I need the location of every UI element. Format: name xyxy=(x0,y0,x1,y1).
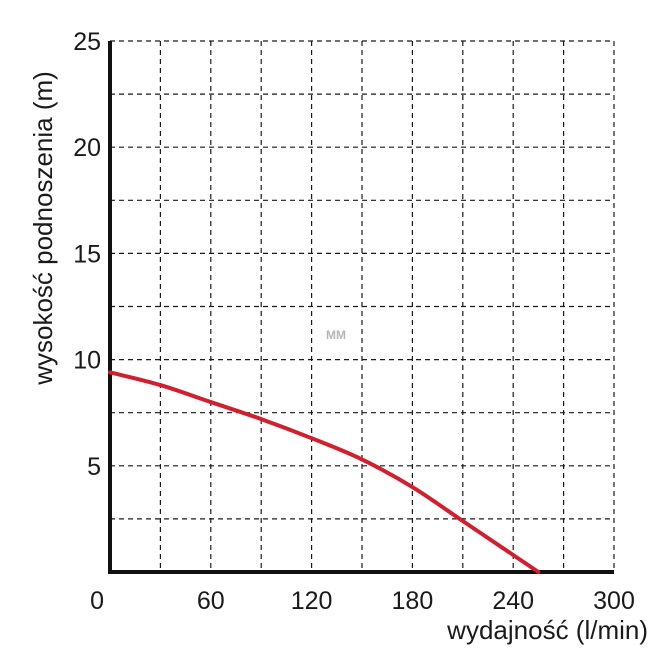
y-axis-label: wysokość podnoszenia (m) xyxy=(28,71,58,386)
grid xyxy=(110,40,615,572)
x-tick-label: 180 xyxy=(392,587,434,615)
x-tick-label: 300 xyxy=(593,587,635,615)
axes xyxy=(108,41,614,574)
y-tick-label: 10 xyxy=(73,347,101,375)
x-tick-label: 120 xyxy=(291,587,333,615)
y-tick-label: 5 xyxy=(87,453,101,481)
series-group xyxy=(108,370,541,574)
tick-labels: 0 60 120 180 240 300 5 10 15 20 25 xyxy=(73,28,635,615)
y-tick-label: 20 xyxy=(73,134,101,162)
watermark: MM xyxy=(326,328,346,342)
y-tick-label: 15 xyxy=(73,240,101,268)
x-tick-label: 0 xyxy=(90,587,104,615)
x-axis-label: wydajność (l/min) xyxy=(446,615,648,645)
series-line xyxy=(108,370,541,574)
x-tick-label: 60 xyxy=(197,587,225,615)
x-tick-label: 240 xyxy=(492,587,534,615)
y-tick-label: 25 xyxy=(73,28,101,56)
